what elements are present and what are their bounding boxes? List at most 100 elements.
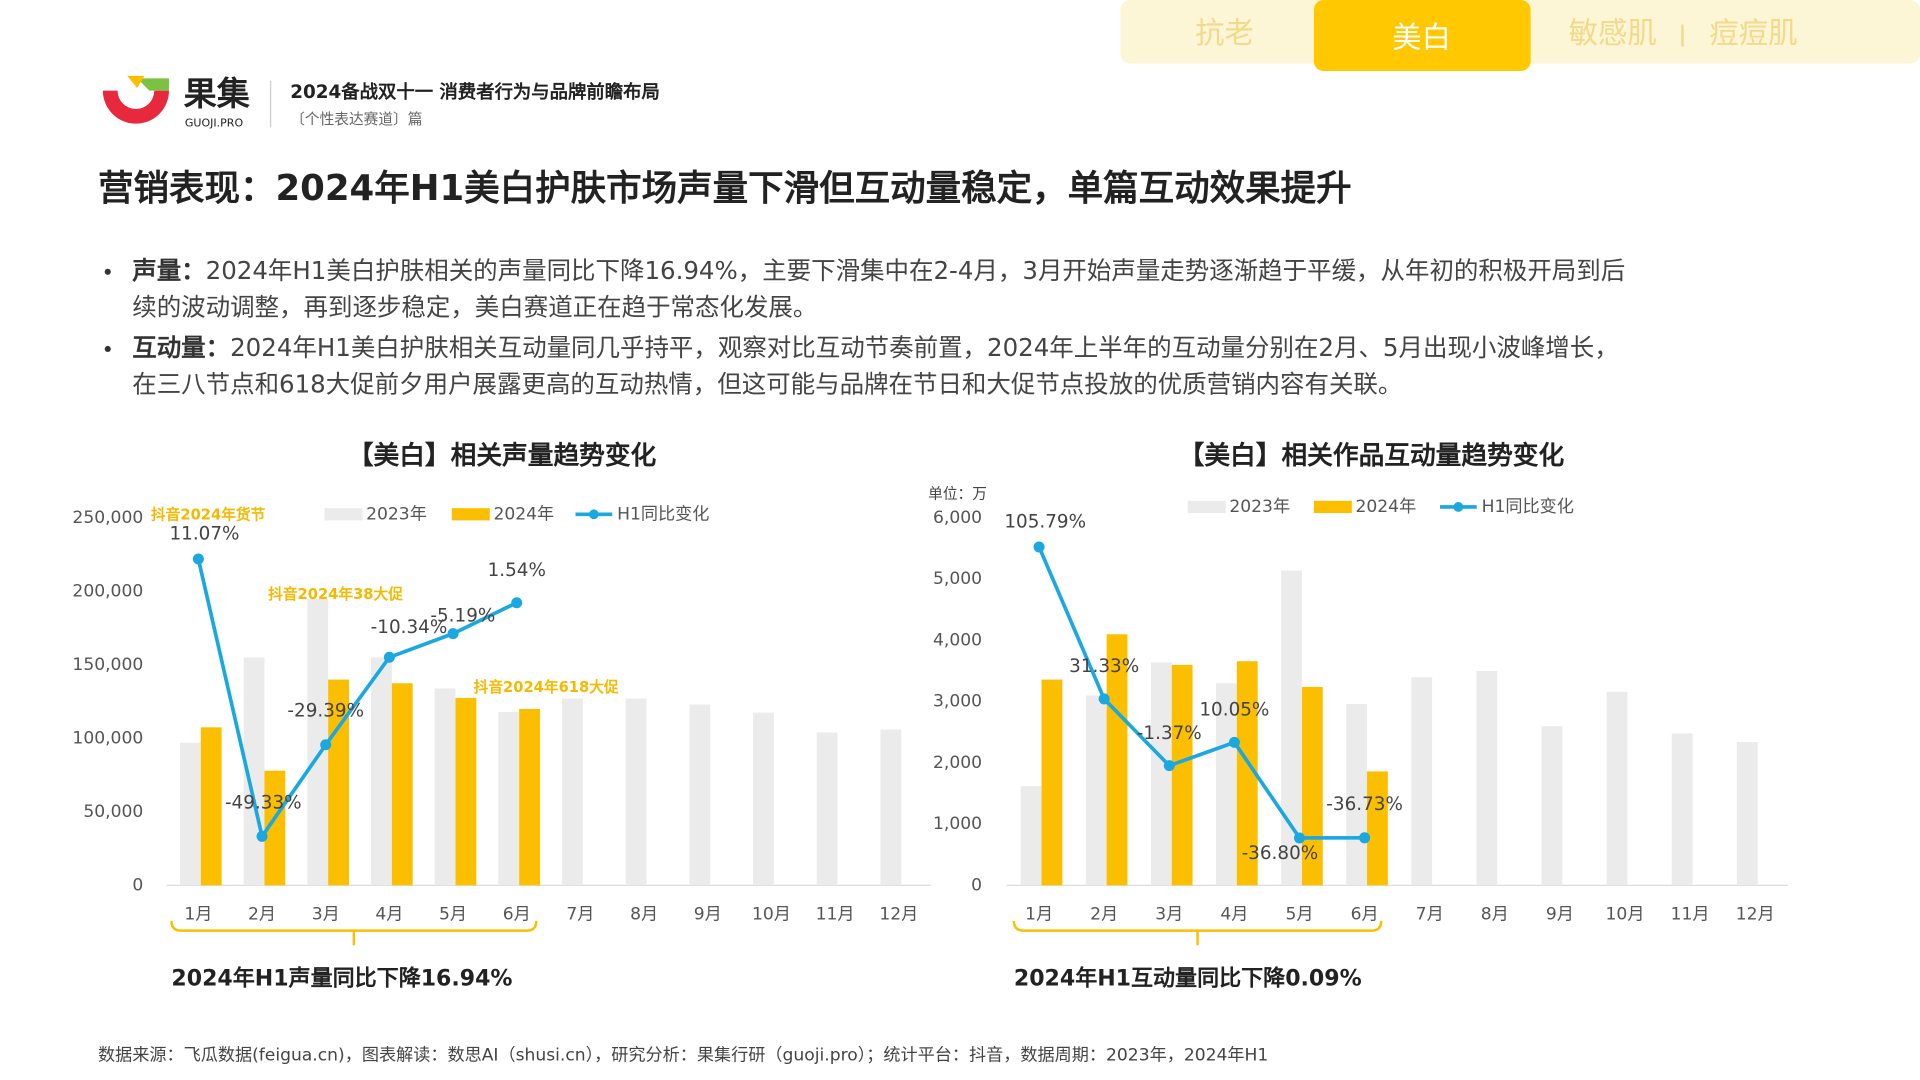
- unit-label: 单位：万: [928, 486, 987, 503]
- data-label: 105.79%: [1004, 511, 1086, 532]
- data-label: -36.80%: [1242, 843, 1319, 864]
- trend-point: [383, 651, 395, 663]
- x-tick-label: 6月: [503, 905, 531, 925]
- tab-active: [1313, 0, 1531, 72]
- x-tick-label: 1月: [1025, 905, 1053, 925]
- bar: [689, 704, 711, 886]
- y-tick-label: 4,000: [933, 630, 982, 650]
- x-tick-label: 4月: [375, 905, 403, 925]
- data-label: -10.34%: [371, 617, 448, 638]
- bullet-label: 声量：: [132, 256, 205, 285]
- tab[interactable]: 抗老: [1195, 16, 1254, 50]
- bar: [1216, 683, 1237, 886]
- data-label: -5.19%: [430, 605, 495, 626]
- chart-title: 【美白】相关声量趋势变化: [348, 440, 657, 471]
- y-tick-label: 250,000: [72, 508, 143, 528]
- legend-dot: [1453, 502, 1464, 512]
- bar: [519, 708, 540, 886]
- bar: [1411, 677, 1433, 886]
- x-tick-label: 3月: [312, 905, 340, 925]
- logo-text: 果集: [184, 74, 251, 113]
- trend-line: [196, 558, 518, 841]
- bullet-label: 互动量：: [132, 333, 230, 362]
- legend-swatch: [1187, 500, 1226, 514]
- bullet-line: 续的波动调整，再到逐步稳定，美白赛道正在趋于常态化发展。: [132, 293, 817, 322]
- x-tick-label: 11月: [1671, 905, 1710, 925]
- x-tick-label: 11月: [816, 905, 855, 925]
- bar: [1041, 679, 1063, 886]
- bar: [1171, 664, 1193, 886]
- bracket: [170, 920, 538, 946]
- bar: [200, 727, 222, 886]
- bar: [1150, 662, 1172, 886]
- annotation: 抖音2024年货节: [151, 506, 266, 524]
- x-tick-label: 7月: [566, 905, 594, 925]
- bar: [180, 742, 201, 886]
- logo-mark: [127, 75, 145, 89]
- chart-title: 【美白】相关作品互动量趋势变化: [1179, 440, 1565, 471]
- data-label: 11.07%: [169, 523, 239, 544]
- y-tick-label: 100,000: [72, 728, 143, 748]
- data-label: 10.05%: [1199, 700, 1269, 721]
- trend-point: [511, 597, 523, 609]
- summary: 2024年H1声量同比下降16.94%: [171, 966, 512, 992]
- x-tick-label: 6月: [1351, 905, 1379, 925]
- x-tick-label: 3月: [1155, 905, 1183, 925]
- bullet-text: 互动量：2024年H1美白护肤相关互动量同几乎持平，观察对比互动节奏前置，202…: [132, 333, 1618, 362]
- legend-swatch: [451, 508, 490, 521]
- bar: [498, 711, 520, 886]
- x-tick-label: 5月: [439, 905, 467, 925]
- y-tick-label: 1,000: [933, 814, 982, 834]
- slide-title: 营销表现：2024年H1美白护肤市场声量下滑但互动量稳定，单篇互动效果提升: [98, 168, 1352, 209]
- bullet-line: 2024年H1美白护肤相关的声量同比下降16.94%，主要下滑集中在2-4月，3…: [206, 256, 1626, 285]
- y-tick-label: 2,000: [933, 753, 982, 773]
- x-tick-label: 1月: [184, 905, 212, 925]
- trend-point: [1033, 541, 1045, 553]
- bar: [880, 729, 902, 886]
- bar: [434, 688, 456, 886]
- y-tick-label: 0: [971, 875, 982, 895]
- tab[interactable]: 痘痘肌: [1709, 16, 1797, 50]
- trend-point: [1359, 832, 1371, 844]
- data-label: -49.33%: [225, 792, 302, 813]
- logo-sub: GUOJI.PRO: [185, 117, 244, 130]
- tab[interactable]: 敏感肌: [1569, 16, 1657, 50]
- legend-swatch: [324, 508, 363, 521]
- legend-swatch: [1313, 500, 1352, 514]
- bar: [1236, 661, 1258, 886]
- summary: 2024年H1互动量同比下降0.09%: [1014, 966, 1362, 992]
- data-label: 1.54%: [488, 560, 546, 581]
- trend-point: [1228, 736, 1240, 748]
- bar: [1476, 671, 1498, 886]
- x-tick-label: 4月: [1220, 905, 1248, 925]
- bullet-line: 在三八节点和618大促前夕用户展露更高的互动热情，但这可能与品牌在节日和大促节点…: [132, 370, 1402, 399]
- x-tick-label: 2月: [1090, 905, 1118, 925]
- x-tick-label: 12月: [1736, 905, 1775, 925]
- y-tick-label: 200,000: [72, 581, 143, 601]
- legend-label: 2023年: [1229, 497, 1290, 517]
- bar: [264, 770, 286, 886]
- x-tick-label: 10月: [1606, 905, 1645, 925]
- trend-line: [1037, 546, 1365, 840]
- data-label: -29.39%: [287, 701, 364, 722]
- bar: [455, 697, 477, 886]
- bar: [1367, 771, 1388, 886]
- bullet-text: 声量：2024年H1美白护肤相关的声量同比下降16.94%，主要下滑集中在2-4…: [132, 256, 1625, 285]
- trend-point: [256, 830, 268, 842]
- x-tick-label: 8月: [1481, 905, 1509, 925]
- x-tick-label: 9月: [1546, 905, 1574, 925]
- y-tick-label: 5,000: [933, 569, 982, 589]
- y-tick-label: 6,000: [933, 508, 982, 528]
- logo-mark: [137, 78, 169, 91]
- report-title: 2024备战双十一 消费者行为与品牌前瞻布局: [290, 81, 660, 103]
- tab[interactable]: 美白: [1392, 21, 1451, 55]
- bar: [625, 698, 647, 886]
- trend-point: [192, 553, 204, 565]
- bullet-dot: [104, 268, 111, 275]
- legend-dot: [588, 509, 599, 520]
- y-tick-label: 3,000: [933, 692, 982, 712]
- legend-label: H1同比变化: [617, 504, 709, 524]
- x-tick-label: 7月: [1416, 905, 1444, 925]
- legend-label: 2023年: [366, 504, 427, 524]
